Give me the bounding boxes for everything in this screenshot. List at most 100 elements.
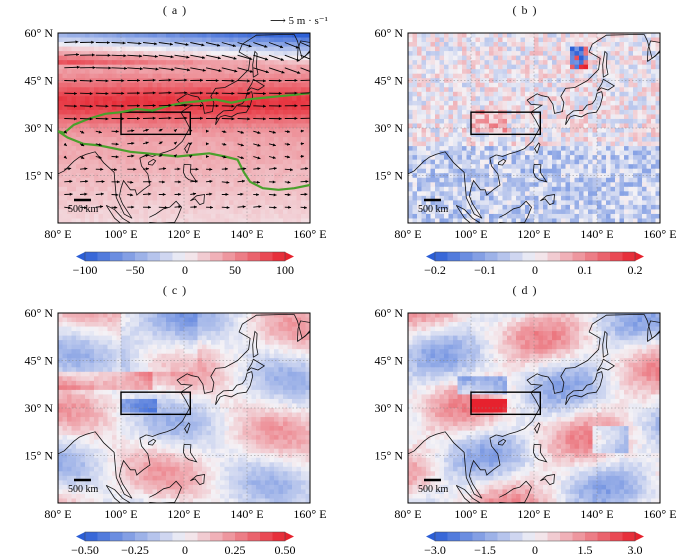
wind-arrow-icon [300,154,304,158]
wind-arrow-icon [142,154,149,158]
wind-arrow-icon [221,180,230,184]
wind-arrow-icon [237,156,244,160]
wind-arrow-icon [158,67,175,71]
wind-arrow-icon [127,104,140,108]
wind-arrow-icon [80,40,95,44]
wind-arrow-icon [188,129,193,133]
wind-arrow-icon [221,142,227,146]
lat-tick-label: 60° N [25,26,54,40]
colorbar-tick-label: −0.50 [71,543,99,557]
wind-arrow-icon [111,117,125,121]
wind-arrow-icon [127,141,135,145]
wind-arrow-icon [188,142,193,146]
wind-arrow-icon [253,79,266,83]
lon-tick-label: 160° E [643,507,676,521]
colorbar-tick-label: 1.5 [578,543,593,557]
wind-arrow-icon [64,206,72,210]
wind-arrow-icon [205,179,213,183]
wind-arrow-icon [143,180,152,184]
wind-arrow-icon [95,180,105,184]
wind-arrow-icon [300,142,304,146]
panel-a: ( a ) ⟶ 5 m · s⁻¹ 500 km 80° E 100° E 120° … [0,0,350,280]
wind-arrow-icon [79,130,85,134]
wind-arrow-icon [111,79,125,83]
wind-arrow-icon [190,104,203,108]
lon-tick-label: 80° E [394,507,421,521]
map-frame [407,32,661,224]
wind-arrow-icon [300,117,310,119]
wind-arrow-icon [80,117,93,121]
wind-arrow-icon [95,66,112,70]
wind-arrow-icon [95,104,109,108]
wind-arrow-icon [190,192,197,196]
wind-arrow-icon [80,167,88,171]
wind-arrow-icon [190,205,197,209]
lon-tick-label: 140° E [230,227,263,241]
wind-arrow-icon [143,78,156,82]
wind-arrow-icon [80,53,95,57]
wind-arrow-icon [95,92,109,96]
wind-arrow-icon [268,156,276,160]
wind-arrow-icon [79,155,85,159]
wind-arrow-icon [268,67,285,74]
shaded-field [408,313,660,503]
wind-arrow-icon [190,116,203,120]
wind-arrow-icon [158,42,173,46]
wind-arrow-icon [221,91,235,95]
colorbar: −0.2 −0.1 0 0.1 0.2 [424,251,644,277]
panel-d-title: ( d ) [512,283,538,297]
lon-tick-label: 100° E [454,227,487,241]
panel-d-map: 500 km 80° E 100° E 120° E 140° E 160° E 60° N… [375,306,677,557]
panel-b-map: 500 km 80° E 100° E 120° E 140° E 160° E 60° N… [375,26,677,277]
wind-arrow-icon [269,180,276,184]
lat-tick-label: 60° N [375,306,404,320]
lat-tick-label: 30° N [25,121,54,135]
wind-arrow-icon [300,92,310,94]
wind-arrow-icon [158,78,172,82]
wind-arrow-icon [127,154,135,158]
lat-tick-label: 15° N [375,169,404,183]
wind-arrow-icon [127,180,134,184]
wind-arrow-icon [188,154,193,159]
graticule [408,33,660,223]
wind-arrow-icon [158,128,163,132]
wind-arrow-icon [127,205,135,209]
lon-tick-label: 100° E [104,227,137,241]
wind-arrow-icon [111,142,119,146]
wind-arrow-icon [64,192,73,196]
wind-arrow-icon [95,53,111,57]
wind-arrow-icon [143,54,158,58]
wind-arrow-icon [269,205,277,210]
wind-arrow-icon [173,141,178,145]
lon-tick-label: 100° E [454,507,487,521]
wind-arrow-icon [221,54,237,60]
wind-arrow-icon [111,180,120,184]
colorbar-tick-label: 50 [229,263,241,277]
wind-arrow-icon [158,116,172,120]
wind-arrow-icon [300,105,310,107]
wind-arrow-icon [253,193,260,197]
wind-arrow-icon [284,180,291,184]
wind-arrow-icon [253,205,262,209]
wind-arrow-icon [174,42,189,46]
wind-arrow-icon [64,167,72,171]
wind-arrow-icon [64,53,80,57]
lat-tick-label: 15° N [375,449,404,463]
study-region-box [470,391,542,416]
wind-arrow-icon [111,91,125,95]
wind-arrow-icon [80,66,96,70]
wind-arrow-icon [284,54,300,62]
colorbar-tick-label: 3.0 [628,543,643,557]
wind-arrow-icon [80,79,93,83]
wind-arrow-icon [64,104,77,108]
wind-arrow-icon [253,156,261,160]
study-region-box [470,111,542,136]
colorbar-tick-label: −0.25 [121,543,149,557]
wind-arrow-icon [205,67,222,73]
wind-arrow-icon [300,179,309,184]
wind-arrow-icon [111,155,119,159]
wind-arrow-icon [158,54,174,59]
wind-arrow-icon [237,79,251,83]
wind-arrow-icon [95,167,104,171]
map-frame [57,32,311,224]
